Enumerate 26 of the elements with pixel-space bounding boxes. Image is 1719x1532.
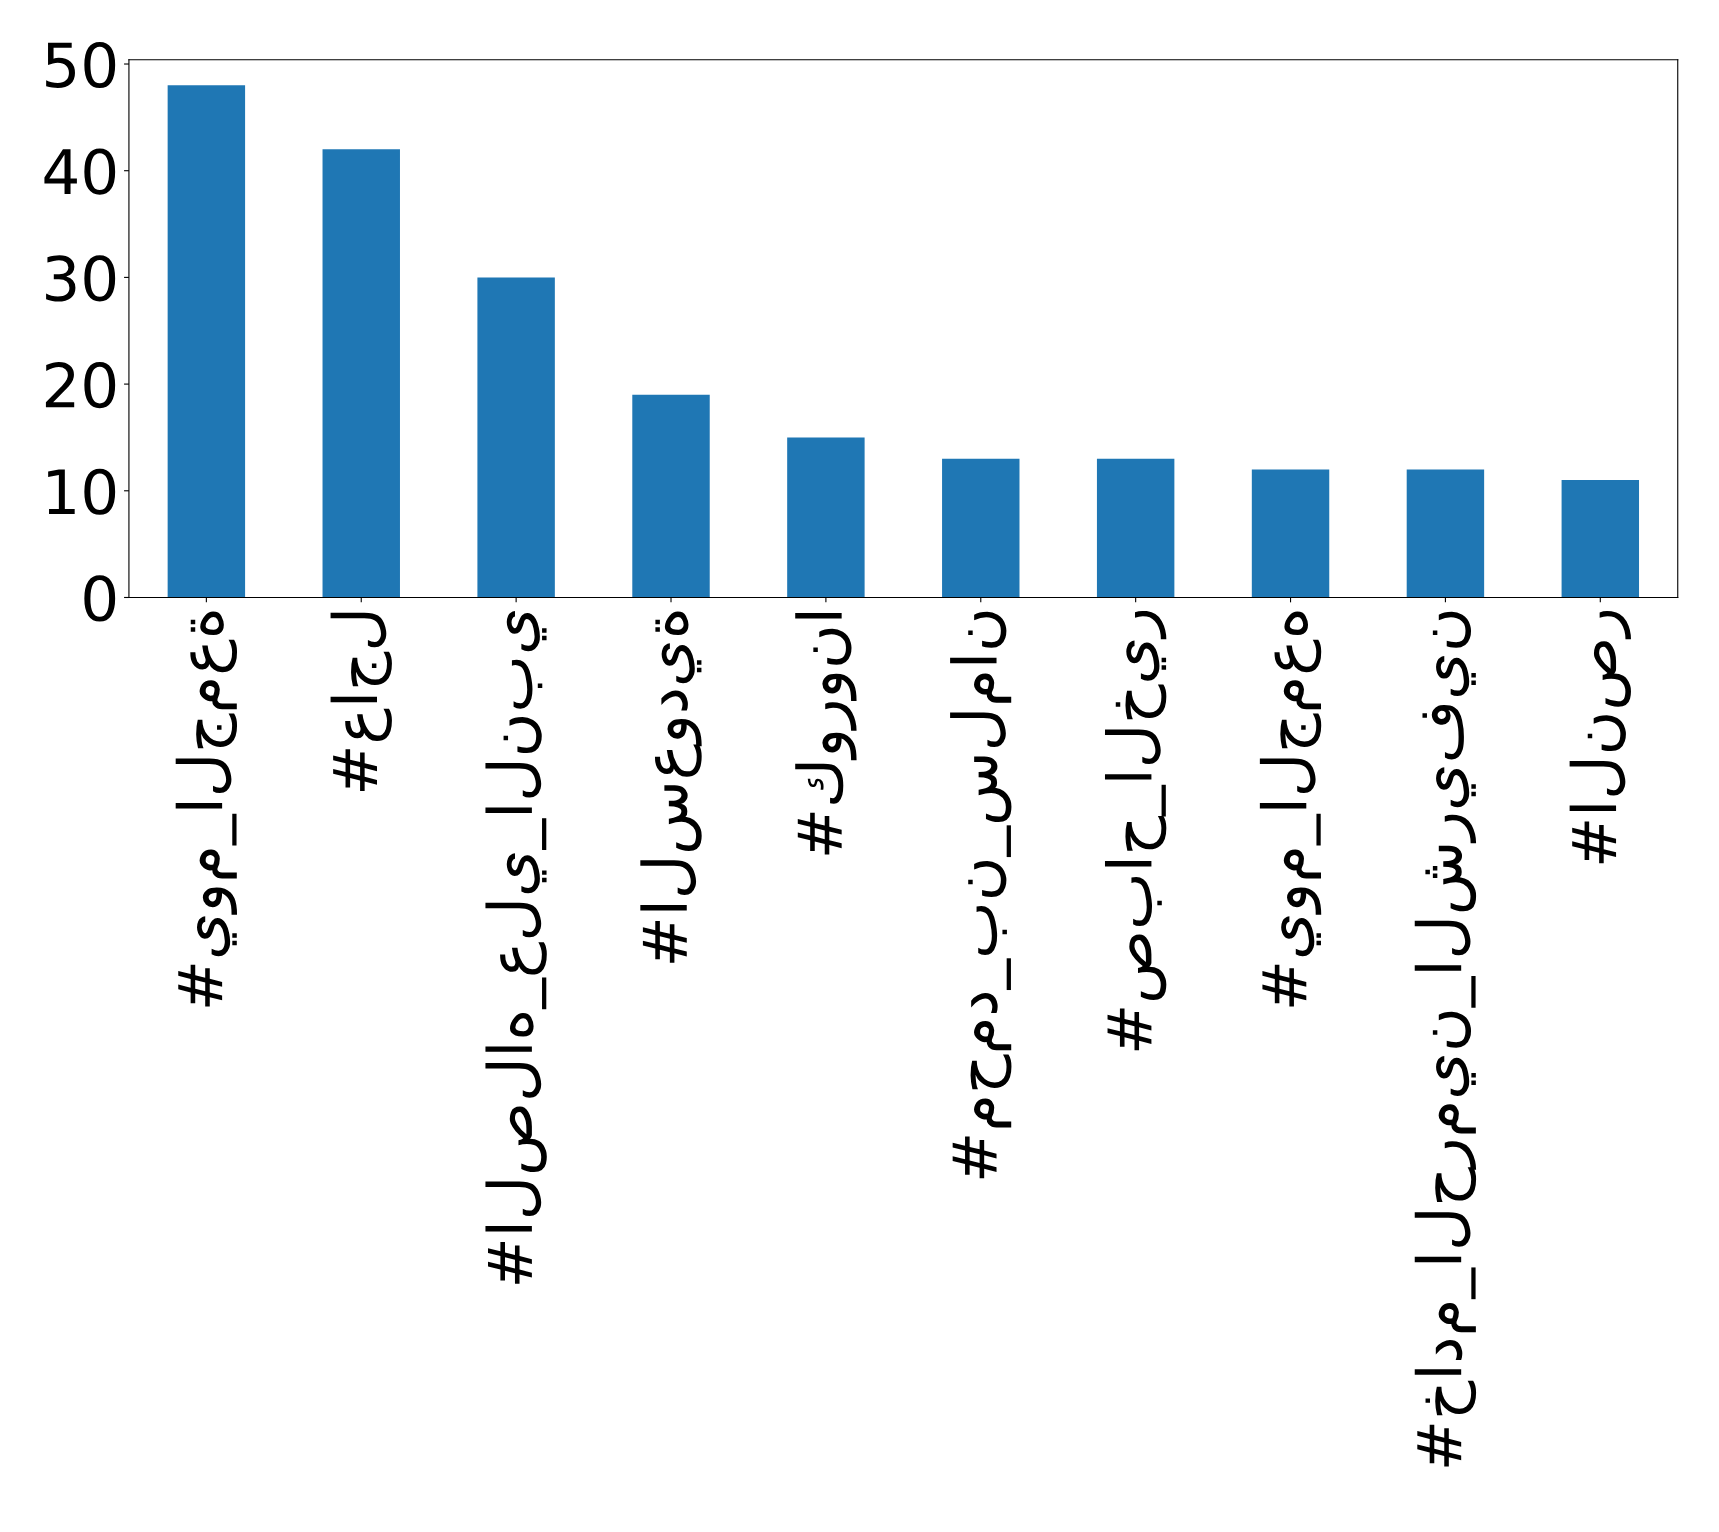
x-tick-label: #الصلاه_علي_النبي xyxy=(485,611,547,1284)
x-tick-label: #محمد_بن_سلمان xyxy=(950,611,1012,1179)
bar xyxy=(1251,469,1330,598)
bar xyxy=(322,149,400,598)
y-tick-label: 10 xyxy=(48,468,116,515)
bar xyxy=(167,85,246,598)
x-tick-label: #صباح_الخير xyxy=(1104,610,1167,1051)
bar xyxy=(632,394,710,598)
x-tick-label: #يوم_الجمعة xyxy=(175,611,238,1007)
y-tick-label: 20 xyxy=(45,361,116,409)
x-tick-label: #عاجل xyxy=(330,612,392,791)
y-tick-label: 50 xyxy=(46,41,116,89)
bar xyxy=(942,458,1020,598)
x-tick-label: #خادم_الحرمين_الشريفين xyxy=(1414,611,1477,1467)
bar xyxy=(1561,480,1640,598)
bar xyxy=(477,277,555,598)
x-tick-label: #السعودية xyxy=(640,611,702,963)
y-tick-label: 30 xyxy=(46,255,116,302)
y-tick-label: 40 xyxy=(44,148,116,195)
bar xyxy=(1406,469,1485,598)
x-tick-label: #كورونا xyxy=(795,612,857,855)
x-tick-label: #النصر xyxy=(1569,610,1631,864)
y-tick-label: 0 xyxy=(84,575,116,622)
bar xyxy=(787,437,865,598)
bar xyxy=(1096,458,1175,598)
x-tick-label: #يوم_الجمعه xyxy=(1259,611,1322,1007)
